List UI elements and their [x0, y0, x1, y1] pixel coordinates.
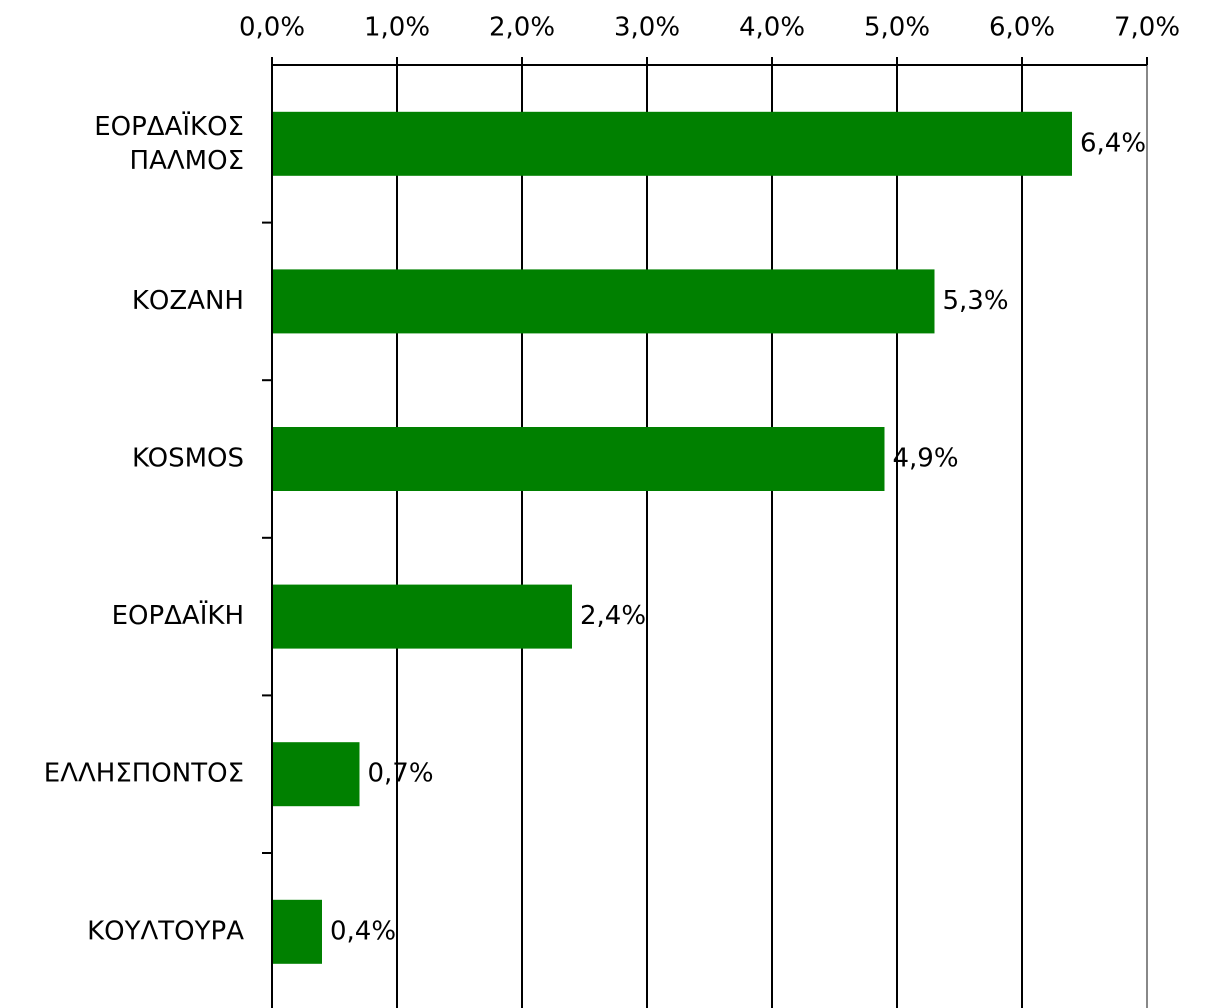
x-tick-label: 0,0% — [239, 13, 305, 43]
y-tick-label: ΚΟΖΑΝΗ — [132, 286, 244, 316]
value-label: 0,7% — [368, 759, 434, 789]
value-label: 6,4% — [1080, 128, 1146, 158]
x-tick-label: 3,0% — [614, 13, 680, 43]
y-tick-label: ΕΛΛΗΣΠΟΝΤΟΣ — [44, 759, 244, 789]
x-tick-label: 1,0% — [364, 13, 430, 43]
y-tick-label: ΕΟΡΔΑΪΚΟΣ ΠΑΛΜΟΣ — [94, 109, 244, 175]
x-tick-label: 2,0% — [489, 13, 555, 43]
bar — [272, 584, 572, 649]
bar — [272, 742, 360, 807]
bar — [272, 899, 322, 964]
bar — [272, 111, 1072, 176]
x-tick-label: 6,0% — [989, 13, 1055, 43]
bar — [272, 269, 935, 334]
bar — [272, 427, 885, 491]
value-label: 0,4% — [330, 916, 396, 946]
value-label: 2,4% — [580, 601, 646, 631]
value-label: 5,3% — [943, 286, 1009, 316]
x-tick-label: 4,0% — [739, 13, 805, 43]
y-tick-label: ΕΟΡΔΑΪΚΗ — [112, 599, 244, 631]
y-tick-label: ΚΟΥΛΤΟΥΡΑ — [87, 916, 244, 946]
value-label: 4,9% — [893, 444, 959, 474]
y-tick-label: KOSMOS — [132, 444, 244, 474]
x-tick-label: 7,0% — [1114, 13, 1180, 43]
x-tick-label: 5,0% — [864, 13, 930, 43]
